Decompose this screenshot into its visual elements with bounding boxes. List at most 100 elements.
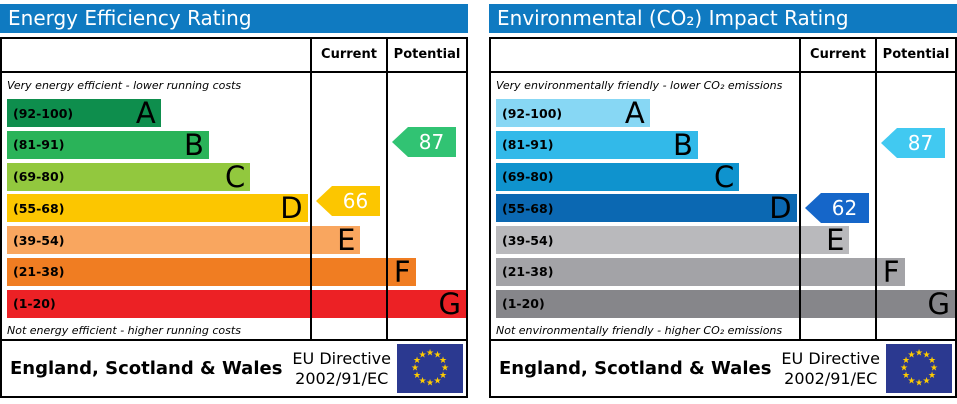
co2-band-g: (1-20) G	[496, 286, 955, 321]
energy-band-c: (69-80) C	[7, 159, 251, 194]
energy-header-spacer	[2, 39, 312, 71]
star-icon: ★	[901, 355, 911, 366]
band-range-label: (69-80)	[13, 169, 65, 185]
co2-potential-rating-arrow: 87	[881, 128, 945, 158]
co2-band-c: (69-80) C	[496, 159, 740, 194]
band-letter: E	[337, 223, 356, 258]
co2-bottom-caption: Not environmentally friendly - higher CO…	[496, 323, 783, 337]
eu-directive-label: EU Directive 2002/91/EC	[292, 349, 391, 387]
current-column-divider	[310, 73, 312, 339]
eu-directive-line1: EU Directive	[292, 349, 391, 369]
star-icon: ★	[914, 348, 924, 358]
star-icon: ★	[410, 363, 420, 373]
energy-band-e: (39-54) E	[7, 223, 361, 258]
star-icon: ★	[440, 363, 450, 373]
energy-potential-column-header: Potential	[393, 47, 461, 62]
star-icon: ★	[922, 375, 931, 386]
band-range-label: (81-91)	[502, 137, 554, 153]
star-icon: ★	[914, 378, 924, 388]
eu-flag-icon: ★ ★ ★ ★ ★ ★ ★ ★ ★ ★ ★ ★	[886, 344, 952, 393]
star-icon: ★	[433, 350, 442, 361]
co2-table-header: Current Potential	[491, 39, 955, 73]
co2-band-b: (81-91) B	[496, 127, 698, 162]
star-icon: ★	[418, 350, 427, 361]
band-range-label: (81-91)	[13, 137, 65, 153]
band-range-label: (92-100)	[13, 105, 74, 121]
co2-potential-rating-value: 87	[907, 131, 934, 155]
band-letter: D	[280, 191, 303, 226]
star-icon: ★	[929, 363, 939, 373]
band-range-label: (1-20)	[13, 296, 56, 312]
band-range-label: (92-100)	[502, 105, 563, 121]
band-range-label: (55-68)	[502, 200, 554, 216]
energy-band-f: (21-38) F	[7, 254, 416, 289]
co2-panel-title: Environmental (CO₂) Impact Rating	[489, 4, 957, 33]
eu-flag-icon: ★ ★ ★ ★ ★ ★ ★ ★ ★ ★ ★ ★	[397, 344, 463, 393]
star-icon: ★	[425, 348, 435, 358]
co2-header-spacer	[491, 39, 801, 71]
potential-column-divider	[875, 73, 877, 339]
co2-footer: England, Scotland & Wales EU Directive 2…	[489, 339, 957, 398]
co2-top-caption: Very environmentally friendly - lower CO…	[496, 79, 783, 92]
eu-directive-line2: 2002/91/EC	[784, 368, 878, 388]
co2-impact-panel: Environmental (CO₂) Impact Rating Curren…	[489, 4, 957, 398]
star-icon: ★	[433, 375, 442, 386]
energy-band-g: (1-20) G	[7, 286, 466, 321]
star-icon: ★	[899, 363, 909, 373]
star-icon: ★	[418, 375, 427, 386]
co2-chart-body: Very environmentally friendly - lower CO…	[491, 73, 955, 339]
co2-chart-table: Current Potential Very environmentally f…	[489, 37, 957, 341]
star-icon: ★	[927, 355, 937, 366]
co2-current-column-header: Current	[801, 39, 877, 71]
band-letter: G	[438, 286, 461, 321]
band-range-label: (21-38)	[13, 264, 65, 280]
region-label: England, Scotland & Wales	[10, 358, 283, 379]
band-range-label: (1-20)	[502, 296, 545, 312]
band-letter: A	[624, 96, 645, 130]
co2-current-rating-arrow: 62	[805, 193, 869, 223]
energy-chart-table: Current Potential Very energy efficient …	[0, 37, 468, 341]
band-letter: F	[882, 254, 900, 289]
star-icon: ★	[927, 370, 937, 381]
energy-band-a: (92-100) A	[7, 96, 161, 130]
band-letter: G	[927, 286, 950, 321]
band-letter: F	[393, 254, 411, 289]
energy-efficiency-panel: Energy Efficiency Rating Current Potenti…	[0, 4, 468, 398]
co2-band-f: (21-38) F	[496, 254, 905, 289]
band-letter: A	[135, 96, 156, 130]
energy-potential-rating-value: 87	[418, 130, 445, 154]
energy-panel-title: Energy Efficiency Rating	[0, 4, 468, 33]
star-icon: ★	[922, 350, 931, 361]
energy-current-column-header: Current	[312, 39, 388, 71]
band-letter: C	[225, 159, 246, 194]
energy-footer: England, Scotland & Wales EU Directive 2…	[0, 339, 468, 398]
co2-band-d: (55-68) D	[496, 194, 797, 223]
potential-column-divider	[386, 73, 388, 339]
co2-band-a: (92-100) A	[496, 96, 650, 130]
star-icon: ★	[901, 370, 911, 381]
band-letter: E	[826, 223, 845, 258]
current-column-divider	[799, 73, 801, 339]
eu-directive-label: EU Directive 2002/91/EC	[781, 349, 880, 387]
star-icon: ★	[412, 370, 422, 381]
energy-band-b: (81-91) B	[7, 130, 209, 159]
energy-chart-body: Very energy efficient - lower running co…	[2, 73, 466, 339]
star-icon: ★	[425, 378, 435, 388]
eu-directive-line1: EU Directive	[781, 349, 880, 369]
star-icon: ★	[438, 370, 448, 381]
band-range-label: (39-54)	[502, 232, 554, 248]
energy-bottom-caption: Not energy efficient - higher running co…	[7, 323, 241, 337]
band-letter: B	[673, 127, 693, 162]
energy-band-d: (55-68) D	[7, 191, 308, 226]
co2-bands: (92-100) A (81-91) B (69-80) C (55-68) D	[491, 99, 955, 318]
band-letter: C	[714, 159, 735, 194]
star-icon: ★	[907, 375, 916, 386]
band-range-label: (39-54)	[13, 232, 65, 248]
co2-band-e: (39-54) E	[496, 223, 850, 258]
region-label: England, Scotland & Wales	[499, 358, 772, 379]
band-range-label: (69-80)	[502, 169, 554, 185]
band-range-label: (21-38)	[502, 264, 554, 280]
co2-potential-column-header: Potential	[882, 47, 950, 62]
co2-current-rating-value: 62	[831, 196, 858, 220]
